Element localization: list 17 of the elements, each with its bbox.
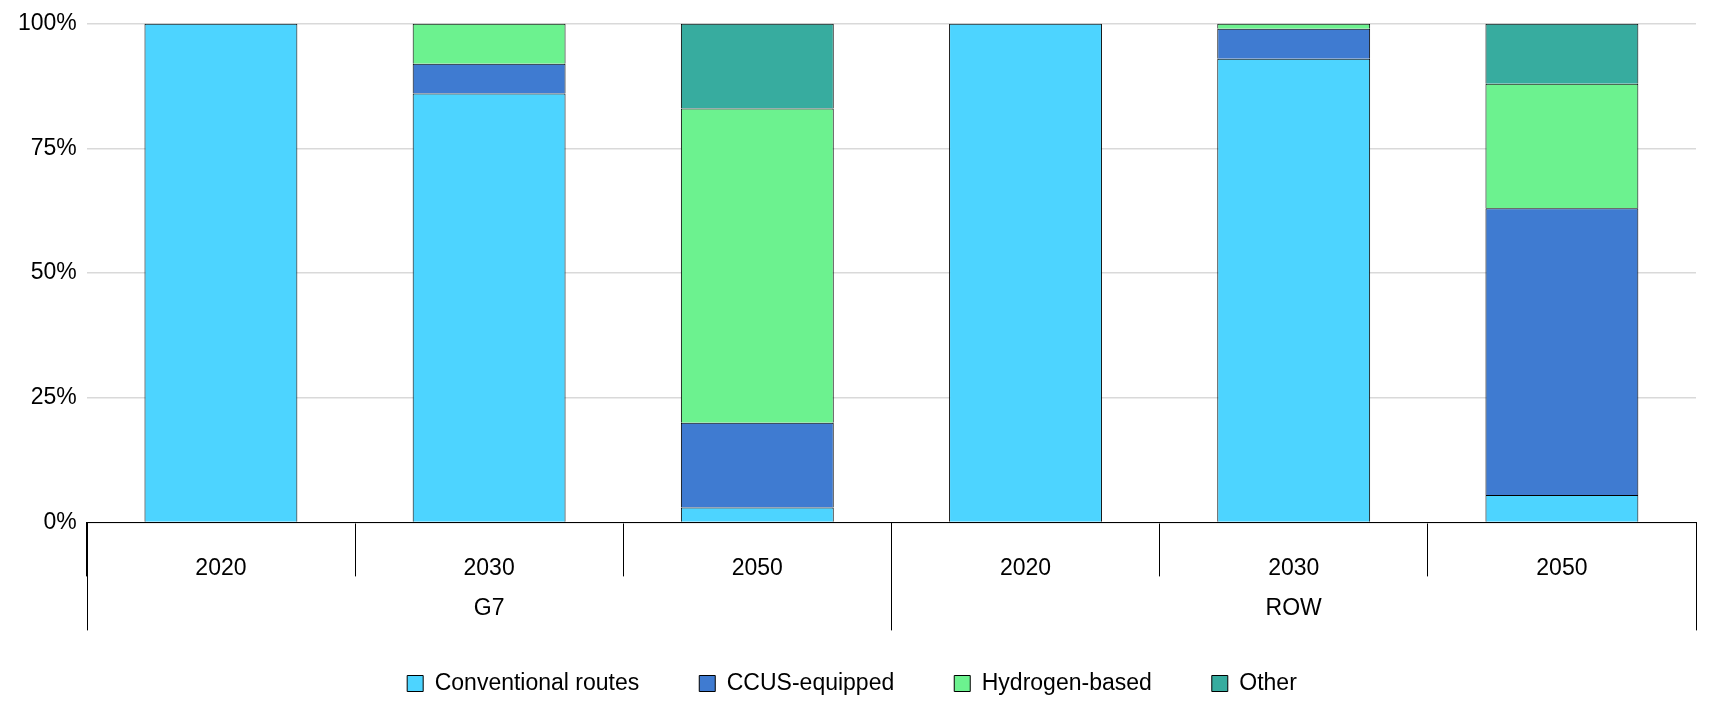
x-tick-label: 2050 <box>1536 553 1588 580</box>
x-tick-label: 2030 <box>1268 553 1320 580</box>
x-tick-label: 2020 <box>195 553 247 580</box>
x-tick-label: 2020 <box>999 553 1052 580</box>
y-tick-label: 75% <box>30 133 77 160</box>
legend-label: Conventional routes <box>434 668 640 695</box>
y-tick-label: 50% <box>30 258 77 285</box>
text: G7 <box>473 593 505 620</box>
y-tick-label: 0% <box>43 507 77 534</box>
legend-label: Hydrogen-based <box>981 668 1152 695</box>
y-tick-label: 25% <box>30 383 77 410</box>
x-tick-label: 2050 <box>731 553 783 580</box>
y-tick-label: 100% <box>18 9 77 36</box>
legend-label: Other <box>1239 668 1298 695</box>
legend-label: CCUS-equipped <box>726 668 895 695</box>
x-tick-label: 2030 <box>463 553 515 580</box>
text: ROW <box>1265 593 1323 620</box>
